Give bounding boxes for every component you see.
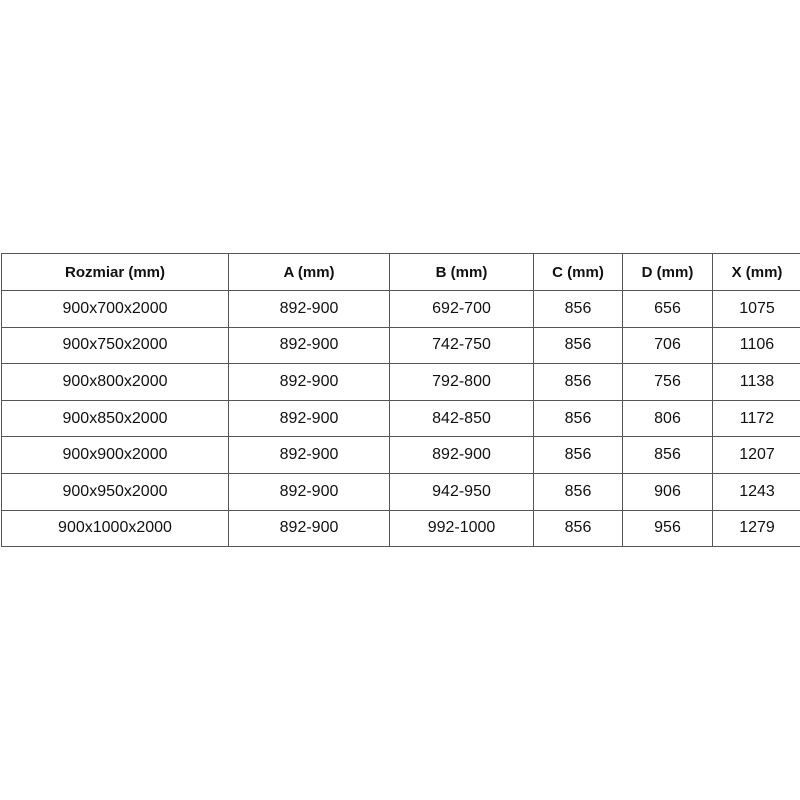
cell-d: 706 [622, 326, 713, 365]
cell-size: 900x750x2000 [1, 326, 229, 365]
table-row: 900x800x2000 892-900 792-800 856 756 1138 [1, 363, 800, 401]
cell-c: 856 [533, 399, 623, 438]
cell-b: 992-1000 [389, 509, 534, 548]
header-c: C (mm) [533, 253, 623, 291]
cell-b: 692-700 [389, 290, 534, 328]
cell-a: 892-900 [228, 290, 390, 328]
cell-x: 1138 [712, 363, 800, 401]
cell-b: 792-800 [389, 363, 534, 401]
cell-d: 756 [622, 363, 713, 401]
cell-c: 856 [533, 290, 623, 328]
cell-size: 900x700x2000 [1, 290, 229, 328]
table-row: 900x950x2000 892-900 942-950 856 906 1243 [1, 472, 800, 511]
cell-a: 892-900 [228, 399, 390, 438]
header-size: Rozmiar (mm) [1, 253, 229, 291]
cell-x: 1172 [712, 399, 800, 438]
dimensions-table: Rozmiar (mm) A (mm) B (mm) C (mm) D (mm)… [1, 253, 800, 548]
header-a: A (mm) [228, 253, 390, 291]
cell-a: 892-900 [228, 326, 390, 365]
cell-size: 900x1000x2000 [1, 509, 229, 548]
table-row: 900x850x2000 892-900 842-850 856 806 1172 [1, 399, 800, 438]
cell-x: 1106 [712, 326, 800, 365]
header-d: D (mm) [622, 253, 713, 291]
cell-a: 892-900 [228, 436, 390, 474]
cell-x: 1207 [712, 436, 800, 474]
header-row: Rozmiar (mm) A (mm) B (mm) C (mm) D (mm)… [1, 253, 800, 291]
cell-d: 806 [622, 399, 713, 438]
cell-c: 856 [533, 363, 623, 401]
cell-x: 1075 [712, 290, 800, 328]
cell-x: 1243 [712, 472, 800, 511]
table-row: 900x700x2000 892-900 692-700 856 656 1075 [1, 290, 800, 328]
cell-b: 892-900 [389, 436, 534, 474]
cell-size: 900x950x2000 [1, 472, 229, 511]
cell-b: 742-750 [389, 326, 534, 365]
table-row: 900x1000x2000 892-900 992-1000 856 956 1279 [1, 509, 800, 548]
cell-d: 956 [622, 509, 713, 548]
cell-a: 892-900 [228, 363, 390, 401]
cell-d: 656 [622, 290, 713, 328]
table-row: 900x750x2000 892-900 742-750 856 706 1106 [1, 326, 800, 365]
cell-x: 1279 [712, 509, 800, 548]
cell-a: 892-900 [228, 472, 390, 511]
header-x: X (mm) [712, 253, 800, 291]
cell-c: 856 [533, 326, 623, 365]
cell-b: 842-850 [389, 399, 534, 438]
table-row: 900x900x2000 892-900 892-900 856 856 1207 [1, 436, 800, 474]
cell-d: 906 [622, 472, 713, 511]
cell-size: 900x850x2000 [1, 399, 229, 438]
cell-c: 856 [533, 436, 623, 474]
cell-size: 900x800x2000 [1, 363, 229, 401]
cell-c: 856 [533, 509, 623, 548]
header-b: B (mm) [389, 253, 534, 291]
cell-a: 892-900 [228, 509, 390, 548]
cell-b: 942-950 [389, 472, 534, 511]
cell-d: 856 [622, 436, 713, 474]
cell-c: 856 [533, 472, 623, 511]
cell-size: 900x900x2000 [1, 436, 229, 474]
